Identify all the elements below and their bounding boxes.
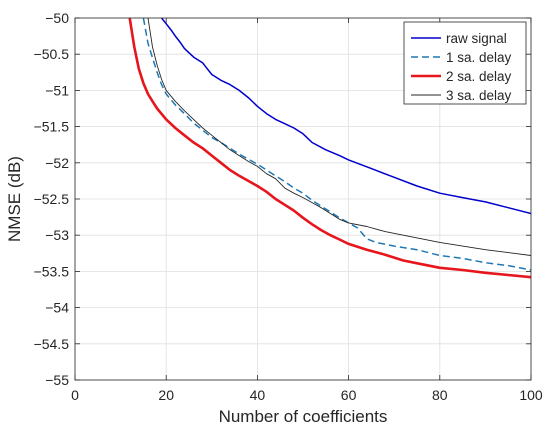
y-tick-label: −50.5 bbox=[34, 46, 70, 62]
y-tick-label: −53 bbox=[45, 227, 69, 243]
y-tick-label: −51 bbox=[45, 82, 69, 98]
x-tick-label: 80 bbox=[432, 387, 448, 403]
y-tick-label: −54 bbox=[45, 300, 69, 316]
x-tick-label: 60 bbox=[341, 387, 357, 403]
legend-label-3: 2 sa. delay bbox=[446, 69, 512, 84]
y-tick-label: −53.5 bbox=[34, 263, 70, 279]
series-group bbox=[128, 18, 531, 279]
legend-box bbox=[403, 21, 527, 105]
axis-ticks: 0 20 40 60 80 100 −55 −54.5 −54 −53.5 −53 −52.5 −52 −… bbox=[34, 10, 543, 403]
x-tick-label: 20 bbox=[158, 387, 174, 403]
series-line-1 bbox=[161, 18, 531, 215]
y-tick-label: −54.5 bbox=[34, 336, 70, 352]
series-line-4 bbox=[147, 18, 531, 256]
y-axis-label: NMSE (dB) bbox=[5, 156, 24, 242]
legend-label-2: 1 sa. delay bbox=[446, 50, 512, 65]
x-axis-label: Number of coefficients bbox=[219, 407, 388, 426]
x-tick-label: 40 bbox=[250, 387, 266, 403]
y-tick-label: −52 bbox=[45, 155, 69, 171]
x-tick-label: 100 bbox=[519, 387, 543, 403]
legend-label-4: 3 sa. delay bbox=[446, 88, 512, 103]
y-tick-label: −50 bbox=[45, 10, 69, 26]
y-tick-label: −52.5 bbox=[34, 191, 70, 207]
y-tick-label: −51.5 bbox=[34, 119, 70, 135]
series-line-2 bbox=[142, 18, 531, 271]
legend: raw signal 1 sa. delay 2 sa. delay 3 sa. de… bbox=[403, 21, 527, 105]
y-tick-label: −55 bbox=[45, 372, 69, 388]
legend-label-1: raw signal bbox=[446, 31, 507, 46]
x-tick-label: 0 bbox=[71, 387, 79, 403]
series-line-3 bbox=[128, 18, 531, 279]
